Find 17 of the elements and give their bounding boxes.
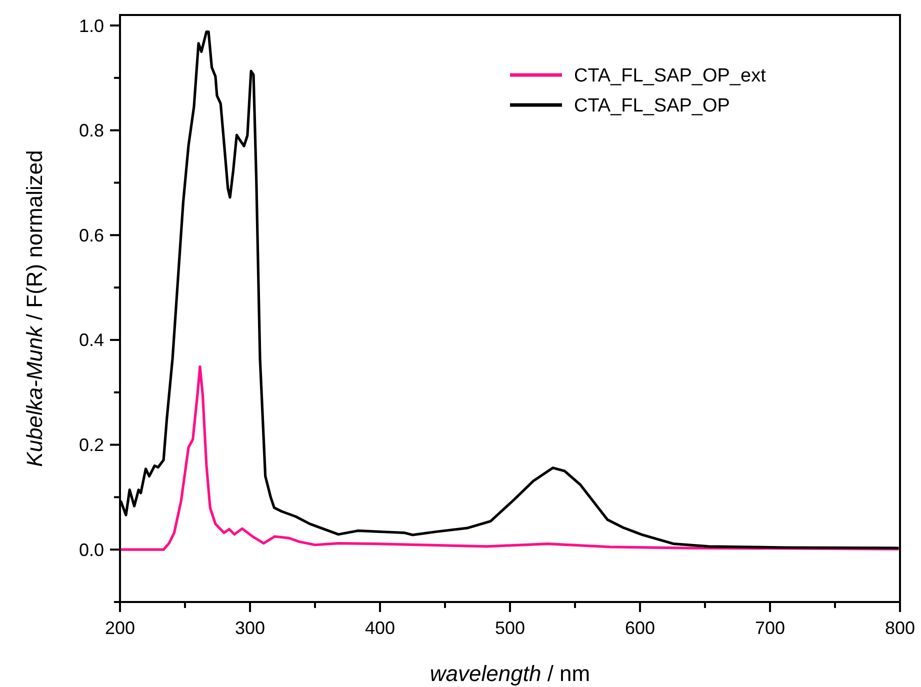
y-tick-label: 0.2 — [78, 435, 104, 456]
x-tick-label: 800 — [884, 618, 916, 638]
x-tick-label: 600 — [624, 618, 656, 638]
x-tick-label: 300 — [234, 618, 266, 638]
legend-label: CTA_FL_SAP_OP_ext — [574, 66, 767, 87]
y-tick-label: 1.0 — [78, 16, 104, 36]
x-axis-title: wavelength / nm — [430, 661, 590, 686]
x-tick-label: 500 — [494, 618, 526, 638]
x-tick-label: 700 — [754, 618, 786, 638]
y-tick-label: 0.8 — [78, 120, 104, 141]
y-tick-label: 0.4 — [78, 330, 104, 350]
legend-label: CTA_FL_SAP_OP — [574, 96, 730, 117]
y-axis-title: Kubelka-Munk / F(R) normalized — [22, 150, 47, 467]
x-tick-label: 400 — [364, 618, 396, 638]
y-tick-label: 0.6 — [78, 225, 104, 246]
y-tick-label: 0.0 — [78, 540, 104, 560]
x-tick-label: 200 — [104, 618, 136, 638]
